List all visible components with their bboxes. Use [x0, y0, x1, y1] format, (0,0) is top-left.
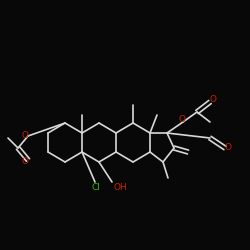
Text: O: O: [224, 144, 232, 152]
Text: O: O: [22, 156, 29, 166]
Text: O: O: [178, 114, 186, 124]
Text: Cl: Cl: [92, 184, 100, 192]
Text: OH: OH: [113, 184, 127, 192]
Text: O: O: [22, 132, 29, 140]
Text: O: O: [210, 96, 216, 104]
